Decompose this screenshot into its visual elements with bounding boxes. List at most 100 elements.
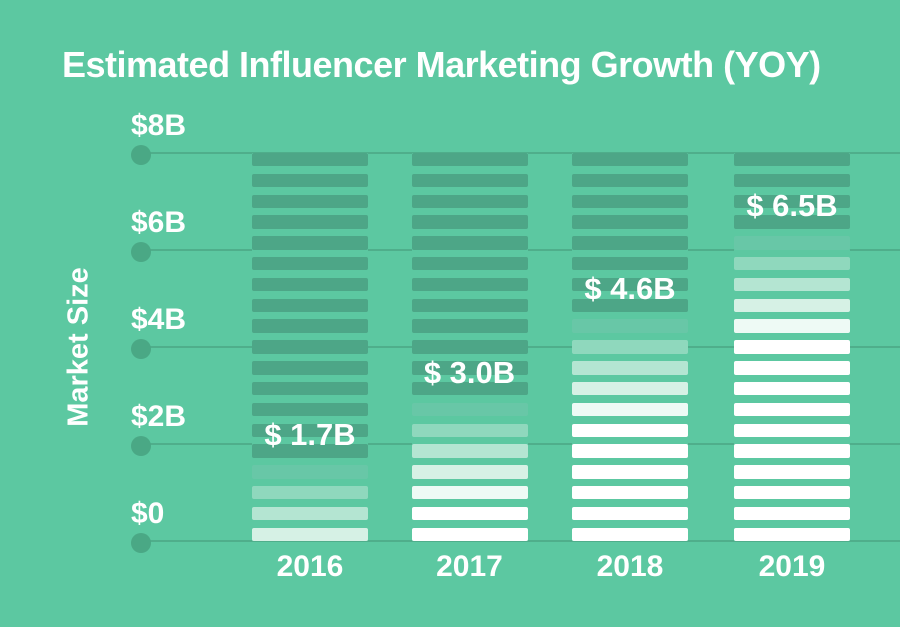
bar-stripe (252, 527, 368, 541)
x-tick-label-2016: 2016 (276, 550, 344, 583)
x-tick-label-2018: 2018 (596, 550, 664, 583)
bar-stripe (734, 277, 850, 292)
bar-stripe (734, 215, 850, 229)
bar-stripe (252, 194, 368, 208)
y-tick-label: $0 (131, 497, 165, 530)
value-label-2016: $ 1.7B (264, 417, 356, 453)
bar-2017 (411, 153, 528, 541)
bar-stripe (572, 381, 688, 396)
bar-stripe (734, 298, 850, 313)
bar-stripe (734, 444, 850, 458)
bar-stripe (572, 153, 688, 167)
bar-stripe (572, 257, 688, 271)
value-label-2018: $ 4.6B (584, 271, 676, 307)
bar-stripe (411, 423, 528, 437)
y-tick-label: $6B (131, 206, 187, 239)
bar-stripe (411, 402, 528, 417)
bar-stripe (572, 173, 688, 188)
bar-stripe (572, 277, 688, 292)
bar-stripe (734, 381, 850, 396)
bar-stripe (572, 236, 688, 250)
y-tick-label: $4B (131, 303, 187, 336)
bar-stripe (411, 381, 528, 396)
bar-stripe (411, 194, 528, 208)
bar-stripe (252, 153, 368, 167)
bar-stripe (411, 298, 528, 313)
bar-stripe (411, 506, 528, 521)
bar-stripe (252, 277, 368, 292)
bar-stripe (572, 298, 688, 313)
bar-stripe (734, 402, 850, 417)
bar-stripe (572, 215, 688, 229)
value-label-2017: $ 3.0B (423, 354, 516, 390)
bar-stripe (252, 173, 368, 188)
bar-stripe (252, 361, 368, 375)
bar-stripe (734, 361, 850, 375)
chart-title: Estimated Influencer Marketing Growth (Y… (62, 44, 821, 85)
bar-stripe (572, 194, 688, 208)
bar-stripe (734, 485, 850, 500)
axis-dot (131, 242, 151, 262)
bar-stripe (411, 465, 528, 479)
bar-stripe (411, 236, 528, 250)
bar-stripe (572, 444, 688, 458)
bar-stripe (411, 340, 528, 354)
bar-stripe (572, 423, 688, 437)
bar-stripe (734, 153, 850, 167)
bar-stripe (252, 485, 368, 500)
gridline-$0 (139, 540, 900, 542)
bar-stripe (411, 153, 528, 167)
bar-stripe (572, 527, 688, 541)
bar-stripe (252, 423, 368, 437)
bar-stripe (252, 506, 368, 521)
axis-dot (131, 145, 151, 165)
bar-stripe (252, 402, 368, 417)
x-tick-label-2019: 2019 (758, 550, 826, 583)
bar-stripe (252, 236, 368, 250)
bar-stripe (411, 527, 528, 541)
value-label-2019: $ 6.5B (746, 188, 838, 224)
axis-dot (131, 533, 151, 553)
axis-dot (131, 436, 151, 456)
bar-stripe (734, 173, 850, 188)
bar-stripe (252, 340, 368, 354)
bar-stripe (411, 173, 528, 188)
bar-stripe (411, 444, 528, 458)
bar-2016 (252, 153, 368, 541)
bar-stripe (252, 215, 368, 229)
bar-stripe (572, 485, 688, 500)
bar-stripe (734, 319, 850, 333)
y-tick-label: $8B (131, 109, 187, 142)
bar-stripe (411, 319, 528, 333)
bar-stripe (411, 277, 528, 292)
bar-stripe (734, 194, 850, 208)
x-tick-label-2017: 2017 (436, 550, 503, 583)
bar-stripe (252, 298, 368, 313)
bar-stripe (411, 257, 528, 271)
bar-stripe (734, 527, 850, 541)
bar-2019 (734, 153, 850, 541)
bar-stripe (252, 444, 368, 458)
bar-stripe (411, 485, 528, 500)
bar-stripe (572, 465, 688, 479)
bar-stripe (734, 340, 850, 354)
bar-stripe (572, 340, 688, 354)
bar-stripe (572, 506, 688, 521)
bar-stripe (252, 381, 368, 396)
bar-stripe (734, 506, 850, 521)
bar-2018 (572, 153, 688, 541)
y-tick-label: $2B (131, 400, 187, 433)
bar-stripe (572, 319, 688, 333)
bar-stripe (734, 465, 850, 479)
bar-stripe (252, 319, 368, 333)
axis-dot (131, 339, 151, 359)
bar-stripe (252, 465, 368, 479)
bar-stripe (252, 257, 368, 271)
bar-stripe (734, 423, 850, 437)
bar-stripe (572, 402, 688, 417)
bar-stripe (734, 236, 850, 250)
bar-stripe (572, 361, 688, 375)
bar-stripe (411, 215, 528, 229)
